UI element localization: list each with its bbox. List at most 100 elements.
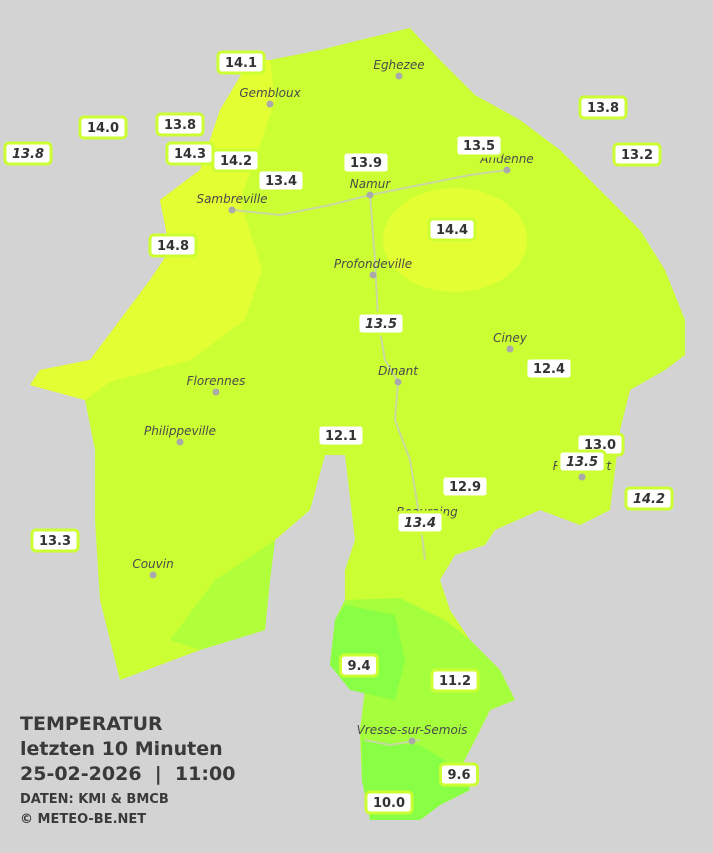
legend-title: TEMPERATUR bbox=[20, 713, 163, 735]
station-value: 11.2 bbox=[439, 674, 471, 689]
station-value: 14.8 bbox=[157, 239, 189, 254]
station: 13.5 bbox=[356, 311, 406, 336]
legend-source: DATEN: KMI & BMCB bbox=[20, 792, 169, 807]
station-box bbox=[612, 142, 662, 167]
station: 13.4 bbox=[395, 510, 445, 535]
station-box bbox=[338, 653, 380, 678]
station: 14.2 bbox=[211, 148, 261, 173]
station-value: 13.2 bbox=[621, 148, 653, 163]
station-box bbox=[427, 217, 477, 242]
station-value: 12.4 bbox=[533, 362, 565, 377]
legend-period: letzten 10 Minuten bbox=[20, 738, 223, 760]
station: 13.0 bbox=[575, 432, 625, 457]
station-box bbox=[3, 141, 53, 166]
station-value: 13.8 bbox=[587, 101, 619, 116]
station: 14.8 bbox=[148, 233, 198, 258]
station-value: 14.4 bbox=[436, 223, 468, 238]
city-dot bbox=[506, 345, 514, 353]
station: 13.8 bbox=[3, 141, 53, 166]
stations: 14.1 14.0 13.8 13.8 14.3 14.2 13.4 13.9 13.5 13.8… bbox=[3, 50, 674, 815]
city-label: Sambreville bbox=[196, 192, 267, 206]
station-value: 10.0 bbox=[373, 796, 405, 811]
station: 11.2 bbox=[430, 668, 480, 693]
station: 9.4 bbox=[338, 653, 380, 678]
station-box bbox=[148, 233, 198, 258]
city-label: Couvin bbox=[132, 557, 173, 571]
station-box bbox=[256, 168, 306, 193]
station-box bbox=[454, 133, 504, 158]
city-label: Namur bbox=[350, 177, 392, 191]
station-box bbox=[557, 449, 607, 474]
city-label: Ciney bbox=[493, 331, 528, 345]
station: 13.8 bbox=[578, 95, 628, 120]
city-label: Florennes bbox=[187, 374, 246, 388]
legend-copyright: © METEO-BE.NET bbox=[20, 812, 146, 827]
city-dot bbox=[408, 737, 416, 745]
station-value: 13.9 bbox=[350, 156, 382, 171]
station-value: 14.0 bbox=[87, 121, 119, 136]
station-value: 14.1 bbox=[225, 56, 257, 71]
city-label: Eghezee bbox=[373, 58, 424, 72]
station: 13.4 bbox=[256, 168, 306, 193]
station-box bbox=[364, 790, 414, 815]
station-value: 13.3 bbox=[39, 534, 71, 549]
city-dot bbox=[395, 72, 403, 80]
station-value: 13.5 bbox=[365, 317, 397, 332]
station-box bbox=[524, 356, 574, 381]
city-dot bbox=[266, 100, 274, 108]
station-value: 13.4 bbox=[404, 516, 436, 531]
station-box bbox=[211, 148, 261, 173]
station-value: 13.5 bbox=[566, 455, 598, 470]
legend-datetime: 25-02-2026 | 11:00 bbox=[20, 763, 235, 785]
station: 14.0 bbox=[78, 115, 128, 140]
cool-zone bbox=[170, 540, 275, 650]
station-box bbox=[438, 762, 480, 787]
station: 12.4 bbox=[524, 356, 574, 381]
station-box bbox=[341, 150, 391, 175]
city-dot bbox=[503, 166, 511, 174]
station: 10.0 bbox=[364, 790, 414, 815]
city-dot bbox=[149, 571, 157, 579]
station-box bbox=[395, 510, 445, 535]
station-value: 9.4 bbox=[347, 659, 370, 674]
station: 14.4 bbox=[427, 217, 477, 242]
station: 14.1 bbox=[216, 50, 266, 75]
city-label: Profondeville bbox=[334, 257, 412, 271]
city-dot bbox=[369, 271, 377, 279]
station-box bbox=[430, 668, 480, 693]
city-dot bbox=[578, 473, 586, 481]
station-box bbox=[356, 311, 406, 336]
station: 9.6 bbox=[438, 762, 480, 787]
station-value: 13.8 bbox=[164, 118, 196, 133]
station-value: 14.2 bbox=[220, 154, 252, 169]
city-label: Dinant bbox=[378, 364, 419, 378]
station: 14.2 bbox=[624, 486, 674, 511]
station-value: 13.4 bbox=[265, 174, 297, 189]
station: 13.5 bbox=[557, 449, 607, 474]
station-value: 13.5 bbox=[463, 139, 495, 154]
city-dot bbox=[394, 378, 402, 386]
station-value: 14.2 bbox=[633, 492, 665, 507]
station: 12.1 bbox=[316, 423, 366, 448]
legend: TEMPERATUR letzten 10 Minuten 25-02-2026… bbox=[20, 713, 235, 827]
station-value: 13.0 bbox=[584, 438, 616, 453]
station-value: 12.9 bbox=[449, 480, 481, 495]
city-label: Vresse-sur-Semois bbox=[357, 723, 468, 737]
city-dot bbox=[212, 388, 220, 396]
city-label: Philippeville bbox=[144, 424, 216, 438]
station-value: 12.1 bbox=[325, 429, 357, 444]
station-box bbox=[78, 115, 128, 140]
station-box bbox=[30, 528, 80, 553]
city-dot bbox=[366, 191, 374, 199]
city-dot bbox=[228, 206, 236, 214]
city-dot bbox=[176, 438, 184, 446]
station-value: 13.8 bbox=[12, 147, 44, 162]
station-box bbox=[216, 50, 266, 75]
station-box bbox=[624, 486, 674, 511]
station-box bbox=[578, 95, 628, 120]
station: 14.3 bbox=[165, 141, 215, 166]
station-box bbox=[316, 423, 366, 448]
station-value: 9.6 bbox=[447, 768, 470, 783]
